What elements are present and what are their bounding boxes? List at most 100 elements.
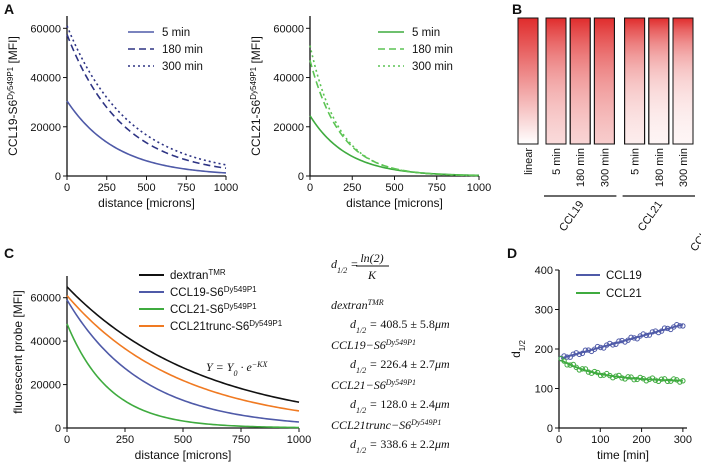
y-axis-label: CCL19-S6Dy549P1 [MFI]: [6, 36, 21, 156]
probe-name: dextranTMR: [331, 298, 384, 313]
series-line: [66, 286, 300, 404]
column-label: 180 min: [654, 148, 666, 187]
y-tick-label: 0: [55, 171, 61, 183]
probe-name: CCL21trunc−S6Dy549P1: [331, 418, 441, 433]
y-tick-label: 300: [535, 305, 553, 317]
panel-label-c: C: [4, 245, 14, 261]
y-tick-label: 0: [55, 423, 61, 435]
legend-label: CCL19-S6Dy549P1: [170, 285, 257, 300]
group-label: CCL21trunc: [688, 198, 701, 253]
half-distance-symbol: d1/2 = 408.5 ± 5.8μm: [350, 317, 450, 335]
panel-label-b: B: [512, 1, 522, 17]
y-tick-label: 40000: [30, 73, 61, 85]
chart-c: 0 250 500 750 1000 0 20000 40000 60000 distance […: [11, 268, 311, 463]
y-axis-label: CCL21-S6Dy549P1 [MFI]: [249, 36, 264, 156]
x-tick-label: 500: [137, 182, 155, 194]
series-line: [66, 25, 227, 166]
heatmap-column: [624, 17, 646, 145]
series-line: [66, 299, 300, 423]
heatmap-column: [672, 17, 694, 145]
x-tick-label: 750: [177, 182, 195, 194]
x-tick-label: 100: [591, 434, 609, 446]
heatmap-column: [569, 17, 591, 145]
x-tick-label: 200: [632, 434, 650, 446]
legend-label: 300 min: [162, 61, 203, 73]
y-tick-label: 100: [535, 384, 553, 396]
column-label: 300 min: [678, 148, 690, 187]
group-label: CCL21: [636, 199, 665, 234]
legend-label: 300 min: [412, 61, 453, 73]
x-tick-label: 1000: [214, 182, 238, 194]
x-tick-label: 1000: [287, 434, 311, 446]
probe-name: CCL19−S6Dy549P1: [331, 338, 416, 353]
data-point: [664, 378, 671, 385]
x-tick-label: 0: [556, 434, 562, 446]
column-label: 300 min: [599, 148, 611, 187]
y-tick-label: 60000: [30, 23, 61, 35]
fraction-denominator: K: [367, 268, 377, 282]
y-tick-label: 20000: [30, 380, 61, 392]
x-tick-label: 250: [98, 182, 116, 194]
x-tick-label: 250: [116, 434, 134, 446]
series-line: [309, 45, 480, 177]
x-axis-label: distance [microns]: [135, 448, 232, 462]
series-line: [66, 100, 227, 174]
chart-a1: 0 250 500 750 1000 0 20000 40000 60000 distance […: [6, 16, 238, 210]
y-tick-label: 20000: [273, 122, 304, 134]
fraction-numerator: ln(2): [360, 251, 383, 265]
legend-label: CCL21trunc-S6Dy549P1: [170, 319, 283, 334]
chart-b: linear 5 min 180 min 300 min 5 min 180 min 300…: [517, 17, 701, 254]
x-tick-label: 0: [307, 182, 313, 194]
y-tick-label: 0: [298, 171, 304, 183]
x-axis-label: distance [microns]: [346, 196, 443, 210]
column-label: linear: [523, 148, 535, 175]
y-axis-label: fluorescent probe [MFI]: [11, 290, 25, 413]
panel-label-a: A: [4, 1, 14, 17]
y-tick-label: 0: [547, 423, 553, 435]
series-line: [66, 295, 300, 412]
legend-label: dextranTMR: [170, 268, 226, 283]
x-tick-label: 250: [343, 182, 361, 194]
x-tick-label: 750: [428, 182, 446, 194]
y-tick-label: 40000: [30, 336, 61, 348]
x-tick-label: 0: [64, 434, 70, 446]
legend-label: 180 min: [412, 44, 453, 56]
series-line: [66, 34, 227, 170]
heatmap-column: [648, 17, 670, 145]
legend-label: 5 min: [412, 27, 440, 39]
heatmap-column: [593, 17, 615, 145]
y-tick-label: 200: [535, 344, 553, 356]
x-tick-label: 0: [64, 182, 70, 194]
column-label: 5 min: [551, 148, 563, 175]
half-distance-symbol: d1/2 = 338.6 ± 2.2μm: [350, 437, 450, 455]
x-tick-label: 500: [174, 434, 192, 446]
fit-line: [560, 323, 684, 360]
fit-line: [560, 359, 683, 382]
y-tick-label: 60000: [30, 293, 61, 305]
legend-label: CCL19: [606, 270, 642, 282]
x-axis-label: distance [microns]: [98, 196, 195, 210]
x-tick-label: 750: [232, 434, 250, 446]
chart-a2: 0 250 500 750 1000 0 20000 40000 60000 distance […: [249, 16, 491, 210]
chart-d: 0 100 200 300 0 100 200 300 400 time [min] d1/2 CCL…: [509, 265, 692, 462]
legend-label: CCL21-S6Dy549P1: [170, 302, 257, 317]
legend-label: CCL21: [606, 288, 642, 300]
half-distance-symbol: d1/2 =: [331, 257, 358, 275]
half-distance-symbol: d1/2 = 128.0 ± 2.4μm: [350, 397, 450, 415]
model-formula: Y = Y0 · e−KX: [206, 360, 269, 378]
group-label: CCL19: [557, 199, 586, 234]
series-line: [309, 60, 480, 177]
x-tick-label: 1000: [467, 182, 491, 194]
heatmap-column: [545, 17, 567, 145]
probe-name: CCL21−S6Dy549P1: [331, 378, 416, 393]
y-axis-label: d1/2: [509, 340, 527, 358]
legend-label: 5 min: [162, 27, 190, 39]
series-line: [66, 323, 300, 429]
y-tick-label: 60000: [273, 23, 304, 35]
y-tick-label: 400: [535, 265, 553, 277]
y-tick-label: 40000: [273, 73, 304, 85]
x-tick-label: 300: [674, 434, 692, 446]
y-tick-label: 20000: [30, 122, 61, 134]
